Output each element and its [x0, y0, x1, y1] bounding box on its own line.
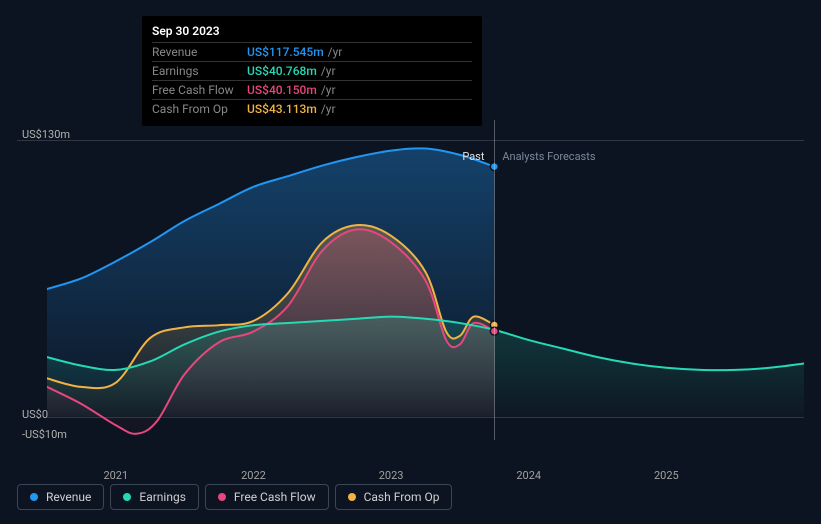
tooltip-row: Revenue US$117.545m /yr — [152, 42, 472, 61]
financials-chart[interactable]: US$130mUS$0-US$10m Past Analysts Forecas… — [17, 120, 804, 460]
legend-dot-icon — [348, 493, 356, 501]
tooltip-row: Cash From Op US$43.113m /yr — [152, 99, 472, 118]
legend-label: Earnings — [139, 490, 186, 504]
legend-dot-icon — [218, 493, 226, 501]
tooltip-row: Free Cash Flow US$40.150m /yr — [152, 80, 472, 99]
legend-label: Cash From Op — [364, 490, 440, 504]
legend-item[interactable]: Cash From Op — [335, 484, 453, 510]
tooltip-metric-label: Free Cash Flow — [152, 83, 247, 97]
legend-label: Revenue — [46, 490, 91, 504]
tooltip-metric-label: Earnings — [152, 64, 247, 78]
tooltip-metric-value: US$117.545m — [247, 45, 324, 59]
tooltip-metric-value: US$40.768m — [247, 64, 317, 78]
x-axis-label: 2024 — [516, 469, 541, 482]
tooltip-metric-value: US$40.150m — [247, 83, 317, 97]
past-forecast-divider — [494, 120, 495, 440]
chart-tooltip: Sep 30 2023 Revenue US$117.545m /yrEarni… — [142, 16, 482, 126]
tooltip-date: Sep 30 2023 — [152, 24, 472, 42]
x-axis-label: 2023 — [379, 469, 404, 482]
tooltip-metric-unit: /yr — [321, 83, 336, 97]
x-axis-label: 2021 — [103, 469, 128, 482]
x-axis-label: 2025 — [654, 469, 679, 482]
tooltip-metric-label: Revenue — [152, 45, 247, 59]
legend-item[interactable]: Free Cash Flow — [205, 484, 329, 510]
x-axis-label: 2022 — [241, 469, 266, 482]
tooltip-row: Earnings US$40.768m /yr — [152, 61, 472, 80]
tooltip-metric-value: US$43.113m — [247, 102, 317, 116]
chart-legend: Revenue Earnings Free Cash Flow Cash Fro… — [17, 484, 452, 510]
tooltip-metric-unit: /yr — [321, 64, 336, 78]
forecast-label: Analysts Forecasts — [502, 150, 595, 163]
past-label: Past — [462, 150, 484, 163]
y-axis-label: US$0 — [22, 408, 48, 421]
tooltip-metric-label: Cash From Op — [152, 102, 247, 116]
legend-dot-icon — [123, 493, 131, 501]
legend-label: Free Cash Flow — [234, 490, 316, 504]
tooltip-metric-unit: /yr — [328, 45, 343, 59]
legend-dot-icon — [30, 493, 38, 501]
legend-item[interactable]: Revenue — [17, 484, 104, 510]
tooltip-metric-unit: /yr — [321, 102, 336, 116]
legend-item[interactable]: Earnings — [110, 484, 199, 510]
